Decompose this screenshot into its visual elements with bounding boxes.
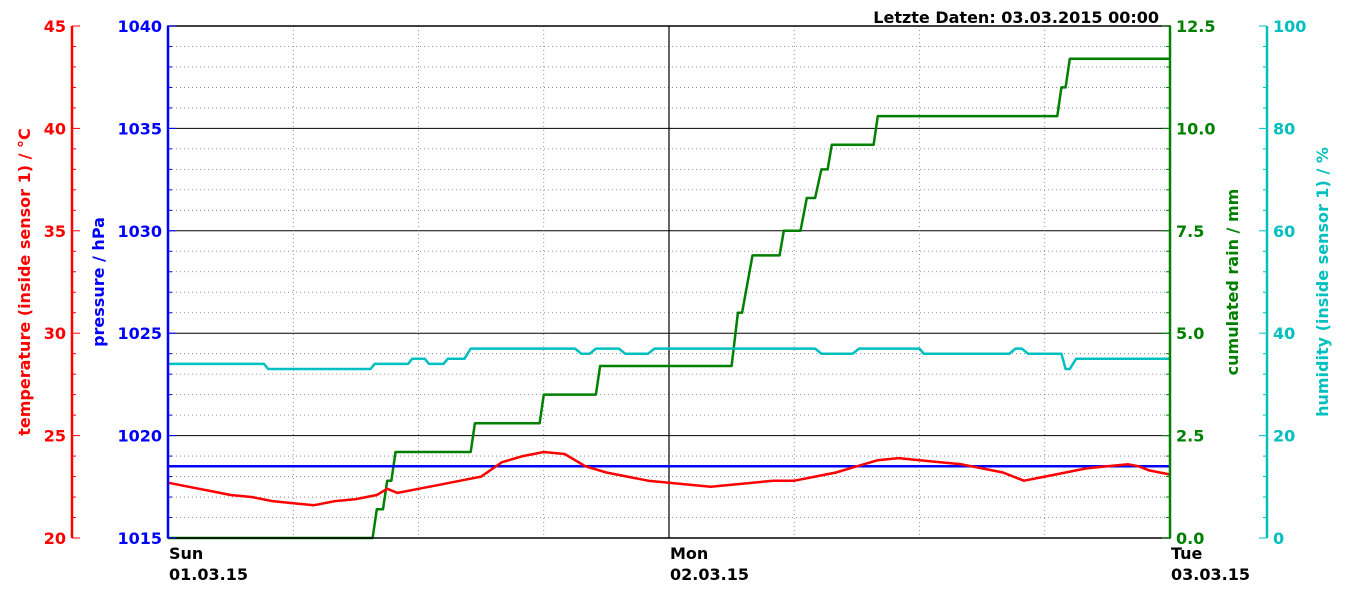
- x-tick-date: 03.03.15: [1171, 565, 1250, 584]
- tick-label-temperature: 30: [44, 324, 66, 343]
- tick-label-rain: 12.5: [1176, 17, 1215, 36]
- tick-label-rain: 2.5: [1176, 427, 1204, 446]
- x-axis: Sun 01.03.15 Mon 02.03.15 Tue 03.03.15: [169, 544, 1250, 584]
- tick-label-humidity: 40: [1273, 324, 1295, 343]
- x-tick-day: Sun: [169, 544, 203, 563]
- tick-label-humidity: 60: [1273, 222, 1295, 241]
- x-tick-date: 02.03.15: [670, 565, 749, 584]
- tick-label-pressure: 1025: [117, 324, 162, 343]
- tick-label-humidity: 0: [1273, 529, 1284, 548]
- tick-label-pressure: 1040: [117, 17, 162, 36]
- axis-label-temperature: temperature (inside sensor 1) / °C: [15, 128, 34, 436]
- tick-label-temperature: 20: [44, 529, 66, 548]
- axis-label-humidity: humidity (inside sensor 1) / %: [1313, 147, 1332, 417]
- tick-label-temperature: 35: [44, 222, 66, 241]
- tick-label-rain: 0.0: [1176, 529, 1204, 548]
- tick-label-rain: 10.0: [1176, 119, 1215, 138]
- tick-label-rain: 7.5: [1176, 222, 1204, 241]
- tick-label-temperature: 45: [44, 17, 66, 36]
- tick-label-humidity: 20: [1273, 427, 1295, 446]
- axes-group: 20 25 30 35 40 45 temperature (inside sensor 1…: [15, 17, 1332, 548]
- x-tick-day: Tue: [1171, 544, 1203, 563]
- tick-label-pressure: 1015: [117, 529, 162, 548]
- tick-label-temperature: 25: [44, 427, 66, 446]
- series-line-rain: [168, 57, 1170, 540]
- tick-label-humidity: 80: [1273, 119, 1295, 138]
- grid: [168, 26, 1170, 538]
- axis-label-pressure: pressure / hPa: [89, 217, 108, 347]
- x-tick-day: Mon: [670, 544, 708, 563]
- tick-label-pressure: 1030: [117, 222, 162, 241]
- last-data-label: Letzte Daten: 03.03.2015 00:00: [873, 8, 1159, 27]
- tick-label-humidity: 100: [1273, 17, 1306, 36]
- axis-label-rain: cumulated rain / mm: [1223, 189, 1242, 376]
- series-line-temperature: [167, 450, 1171, 507]
- series-group: [167, 57, 1171, 540]
- series-line-humidity: [168, 347, 1170, 371]
- tick-label-rain: 5.0: [1176, 324, 1204, 343]
- tick-label-pressure: 1020: [117, 427, 162, 446]
- tick-label-temperature: 40: [44, 119, 66, 138]
- x-tick-date: 01.03.15: [169, 565, 248, 584]
- tick-label-pressure: 1035: [117, 119, 162, 138]
